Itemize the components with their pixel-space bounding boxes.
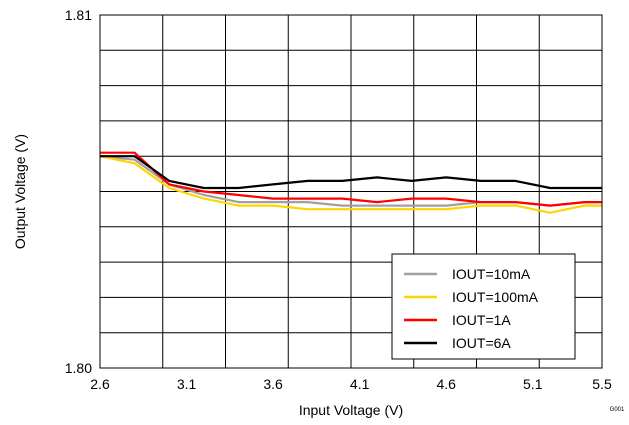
- x-tick-label: 5.5: [592, 376, 612, 392]
- figure-tag: G001: [610, 407, 625, 413]
- legend-label: IOUT=100mA: [452, 289, 539, 305]
- series-lines: [99, 151, 602, 214]
- y-tick-labels: 1.80 1.81: [65, 7, 92, 376]
- legend-label: IOUT=1A: [452, 312, 511, 328]
- x-tick-label: 4.1: [350, 376, 370, 392]
- legend: IOUT=10mA IOUT=100mA IOUT=1A IOUT=6A: [391, 253, 576, 360]
- series-line-3: [100, 151, 602, 207]
- x-tick-label: 3.1: [177, 376, 197, 392]
- legend-label: IOUT=10mA: [452, 266, 531, 282]
- x-tick-label: 3.6: [263, 376, 283, 392]
- x-tick-label: 2.6: [90, 376, 110, 392]
- y-tick-label: 1.80: [65, 360, 92, 376]
- series-line-2: [99, 155, 602, 214]
- x-axis-label: Input Voltage (V): [299, 402, 403, 418]
- y-tick-label: 1.81: [65, 7, 92, 23]
- x-tick-label: 5.1: [523, 376, 543, 392]
- legend-box: [391, 253, 576, 360]
- legend-label: IOUT=6A: [452, 335, 511, 351]
- x-tick-label: 4.6: [436, 376, 456, 392]
- x-tick-labels: 2.6 3.1 3.6 4.1 4.6 5.1 5.5: [90, 376, 612, 392]
- y-axis-label: Output Voltage (V): [12, 134, 28, 249]
- series-line-4: [100, 155, 602, 190]
- plot-frame: [99, 14, 603, 369]
